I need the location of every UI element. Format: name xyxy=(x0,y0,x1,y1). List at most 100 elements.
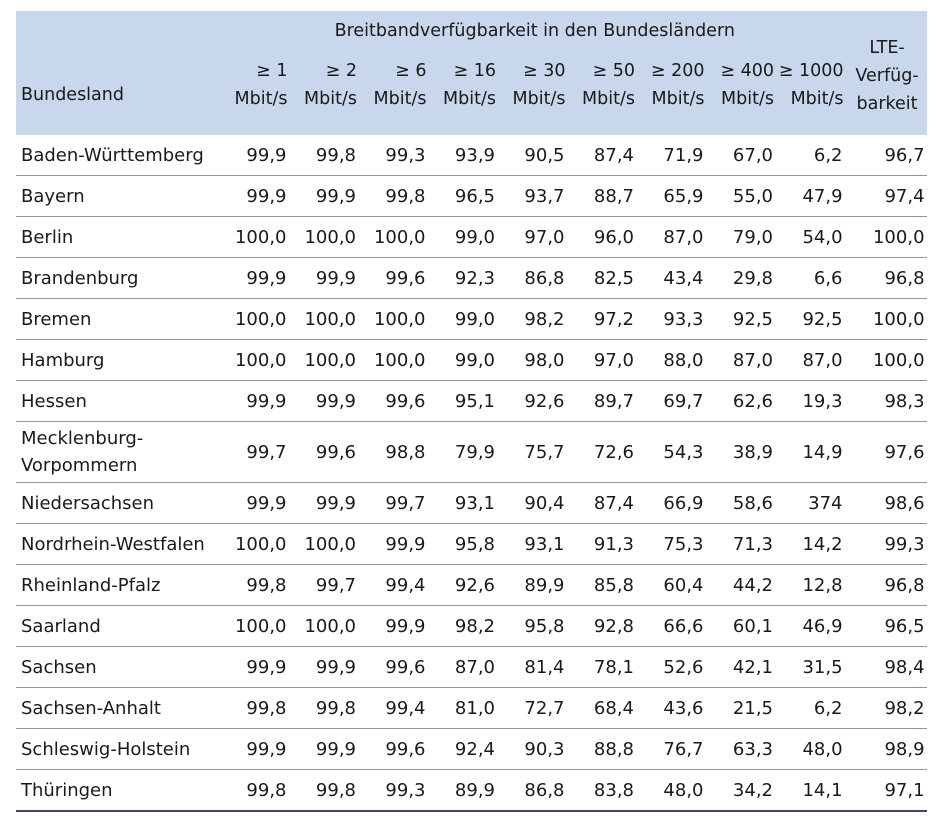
availability-value: 95,1 xyxy=(430,380,500,422)
table-header: Bundesland Breitbandverfügbarkeit in den… xyxy=(16,11,927,135)
availability-value: 88,0 xyxy=(639,339,709,381)
table-row: Bremen 100,0 100,0 100,0 99,0 98,2 97,2 93,3 92,… xyxy=(16,298,927,340)
speed-unit: Mbit/s xyxy=(651,89,705,109)
availability-value: 97,0 xyxy=(569,339,639,381)
availability-value: 71,9 xyxy=(639,135,709,176)
availability-value: 52,6 xyxy=(639,646,709,688)
availability-value: 79,0 xyxy=(708,216,778,258)
availability-value: 92,5 xyxy=(708,298,778,340)
lte-value: 96,5 xyxy=(847,605,927,647)
availability-value: 58,6 xyxy=(708,482,778,524)
bundesland-name: Nordrhein-Westfalen xyxy=(16,523,222,565)
speed-threshold: ≥ 30 xyxy=(523,61,566,81)
table-row: Sachsen 99,9 99,9 99,6 87,0 81,4 78,1 52,6 42,1 3… xyxy=(16,646,927,688)
availability-value: 48,0 xyxy=(778,728,848,770)
availability-value: 38,9 xyxy=(708,421,778,483)
lte-value: 100,0 xyxy=(847,339,927,381)
speed-column-header: ≥ 6 Mbit/s xyxy=(361,51,431,135)
availability-value: 60,1 xyxy=(708,605,778,647)
availability-value: 100,0 xyxy=(361,339,431,381)
availability-value: 99,6 xyxy=(361,646,431,688)
availability-value: 6,6 xyxy=(778,257,848,299)
availability-value: 87,4 xyxy=(569,135,639,176)
availability-value: 99,9 xyxy=(222,482,292,524)
availability-value: 86,8 xyxy=(500,257,570,299)
bundesland-name-line: Schleswig-Holstein xyxy=(21,738,191,760)
bundesland-name: Schleswig-Holstein xyxy=(16,728,222,770)
availability-value: 48,0 xyxy=(639,769,709,812)
speed-threshold: ≥ 1 xyxy=(256,61,288,81)
lte-value: 98,3 xyxy=(847,380,927,422)
availability-value: 87,0 xyxy=(430,646,500,688)
bundesland-name-line: Brandenburg xyxy=(21,267,139,289)
availability-value: 83,8 xyxy=(569,769,639,812)
availability-value: 99,9 xyxy=(291,380,361,422)
availability-value: 14,9 xyxy=(778,421,848,483)
table-row: Thüringen 99,8 99,8 99,3 89,9 86,8 83,8 48,0 34,… xyxy=(16,769,927,812)
availability-value: 89,9 xyxy=(430,769,500,812)
availability-value: 99,9 xyxy=(361,605,431,647)
speed-column-header: ≥ 16 Mbit/s xyxy=(430,51,500,135)
availability-value: 6,2 xyxy=(778,687,848,729)
availability-value: 99,6 xyxy=(361,257,431,299)
availability-value: 99,9 xyxy=(291,257,361,299)
availability-value: 99,6 xyxy=(291,421,361,483)
availability-value: 87,0 xyxy=(639,216,709,258)
availability-value: 93,3 xyxy=(639,298,709,340)
availability-value: 92,4 xyxy=(430,728,500,770)
bundesland-name: Mecklenburg- Vorpommern xyxy=(16,421,222,483)
availability-value: 66,9 xyxy=(639,482,709,524)
speed-threshold: ≥ 50 xyxy=(592,61,636,81)
speed-threshold: ≥ 6 xyxy=(395,61,427,81)
availability-value: 88,7 xyxy=(569,175,639,217)
bundesland-name-line: Baden-Württemberg xyxy=(21,144,204,166)
speed-threshold: ≥ 200 xyxy=(650,61,705,81)
table-row: Brandenburg 99,9 99,9 99,6 92,3 86,8 82,5 43,4 2… xyxy=(16,257,927,299)
bundesland-name-line: Sachsen xyxy=(21,656,97,678)
table-row: Sachsen-Anhalt 99,8 99,8 99,4 81,0 72,7 68,4 43… xyxy=(16,687,927,729)
lte-header-line: LTE- xyxy=(869,38,905,58)
availability-value: 99,9 xyxy=(291,175,361,217)
availability-value: 44,2 xyxy=(708,564,778,606)
availability-value: 29,8 xyxy=(708,257,778,299)
speed-column-header: ≥ 1000 Mbit/s xyxy=(778,51,848,135)
lte-value: 96,8 xyxy=(847,257,927,299)
speed-unit: Mbit/s xyxy=(373,89,427,109)
availability-value: 79,9 xyxy=(430,421,500,483)
bundesland-name: Hessen xyxy=(16,380,222,422)
availability-value: 68,4 xyxy=(569,687,639,729)
bundesland-name-line: Mecklenburg- xyxy=(21,428,144,449)
availability-value: 100,0 xyxy=(222,339,292,381)
availability-value: 99,8 xyxy=(361,175,431,217)
lte-value: 96,7 xyxy=(847,135,927,176)
availability-value: 71,3 xyxy=(708,523,778,565)
availability-value: 99,4 xyxy=(361,687,431,729)
availability-value: 87,4 xyxy=(569,482,639,524)
lte-header: LTE- Verfüg- barkeit xyxy=(847,11,927,135)
bundesland-name-line: Nordrhein-Westfalen xyxy=(21,533,205,555)
lte-value: 98,9 xyxy=(847,728,927,770)
availability-value: 6,2 xyxy=(778,135,848,176)
availability-value: 100,0 xyxy=(361,216,431,258)
availability-value: 93,1 xyxy=(500,523,570,565)
table-row: Hessen 99,9 99,9 99,6 95,1 92,6 89,7 69,7 62,6 19… xyxy=(16,380,927,422)
availability-value: 19,3 xyxy=(778,380,848,422)
availability-value: 42,1 xyxy=(708,646,778,688)
availability-value: 99,7 xyxy=(222,421,292,483)
availability-value: 93,1 xyxy=(430,482,500,524)
lte-value: 97,6 xyxy=(847,421,927,483)
bundesland-name: Brandenburg xyxy=(16,257,222,299)
availability-value: 92,5 xyxy=(778,298,848,340)
broadband-availability-table: Bundesland Breitbandverfügbarkeit in den… xyxy=(16,11,927,812)
availability-value: 14,1 xyxy=(778,769,848,812)
availability-value: 90,3 xyxy=(500,728,570,770)
table-row: Hamburg 100,0 100,0 100,0 99,0 98,0 97,0 88,0 87… xyxy=(16,339,927,381)
table-row: Saarland 100,0 100,0 99,9 98,2 95,8 92,8 66,6 60… xyxy=(16,605,927,647)
availability-value: 43,4 xyxy=(639,257,709,299)
bundesland-name-line: Niedersachsen xyxy=(21,492,155,514)
availability-value: 21,5 xyxy=(708,687,778,729)
availability-value: 65,9 xyxy=(639,175,709,217)
availability-value: 99,8 xyxy=(222,687,292,729)
bundesland-name-line: Hamburg xyxy=(21,349,105,371)
availability-value: 100,0 xyxy=(291,339,361,381)
